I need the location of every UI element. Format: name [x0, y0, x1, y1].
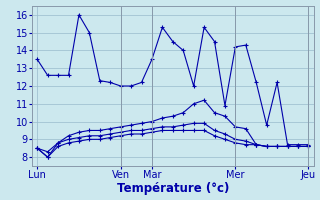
- X-axis label: Température (°c): Température (°c): [116, 182, 229, 195]
